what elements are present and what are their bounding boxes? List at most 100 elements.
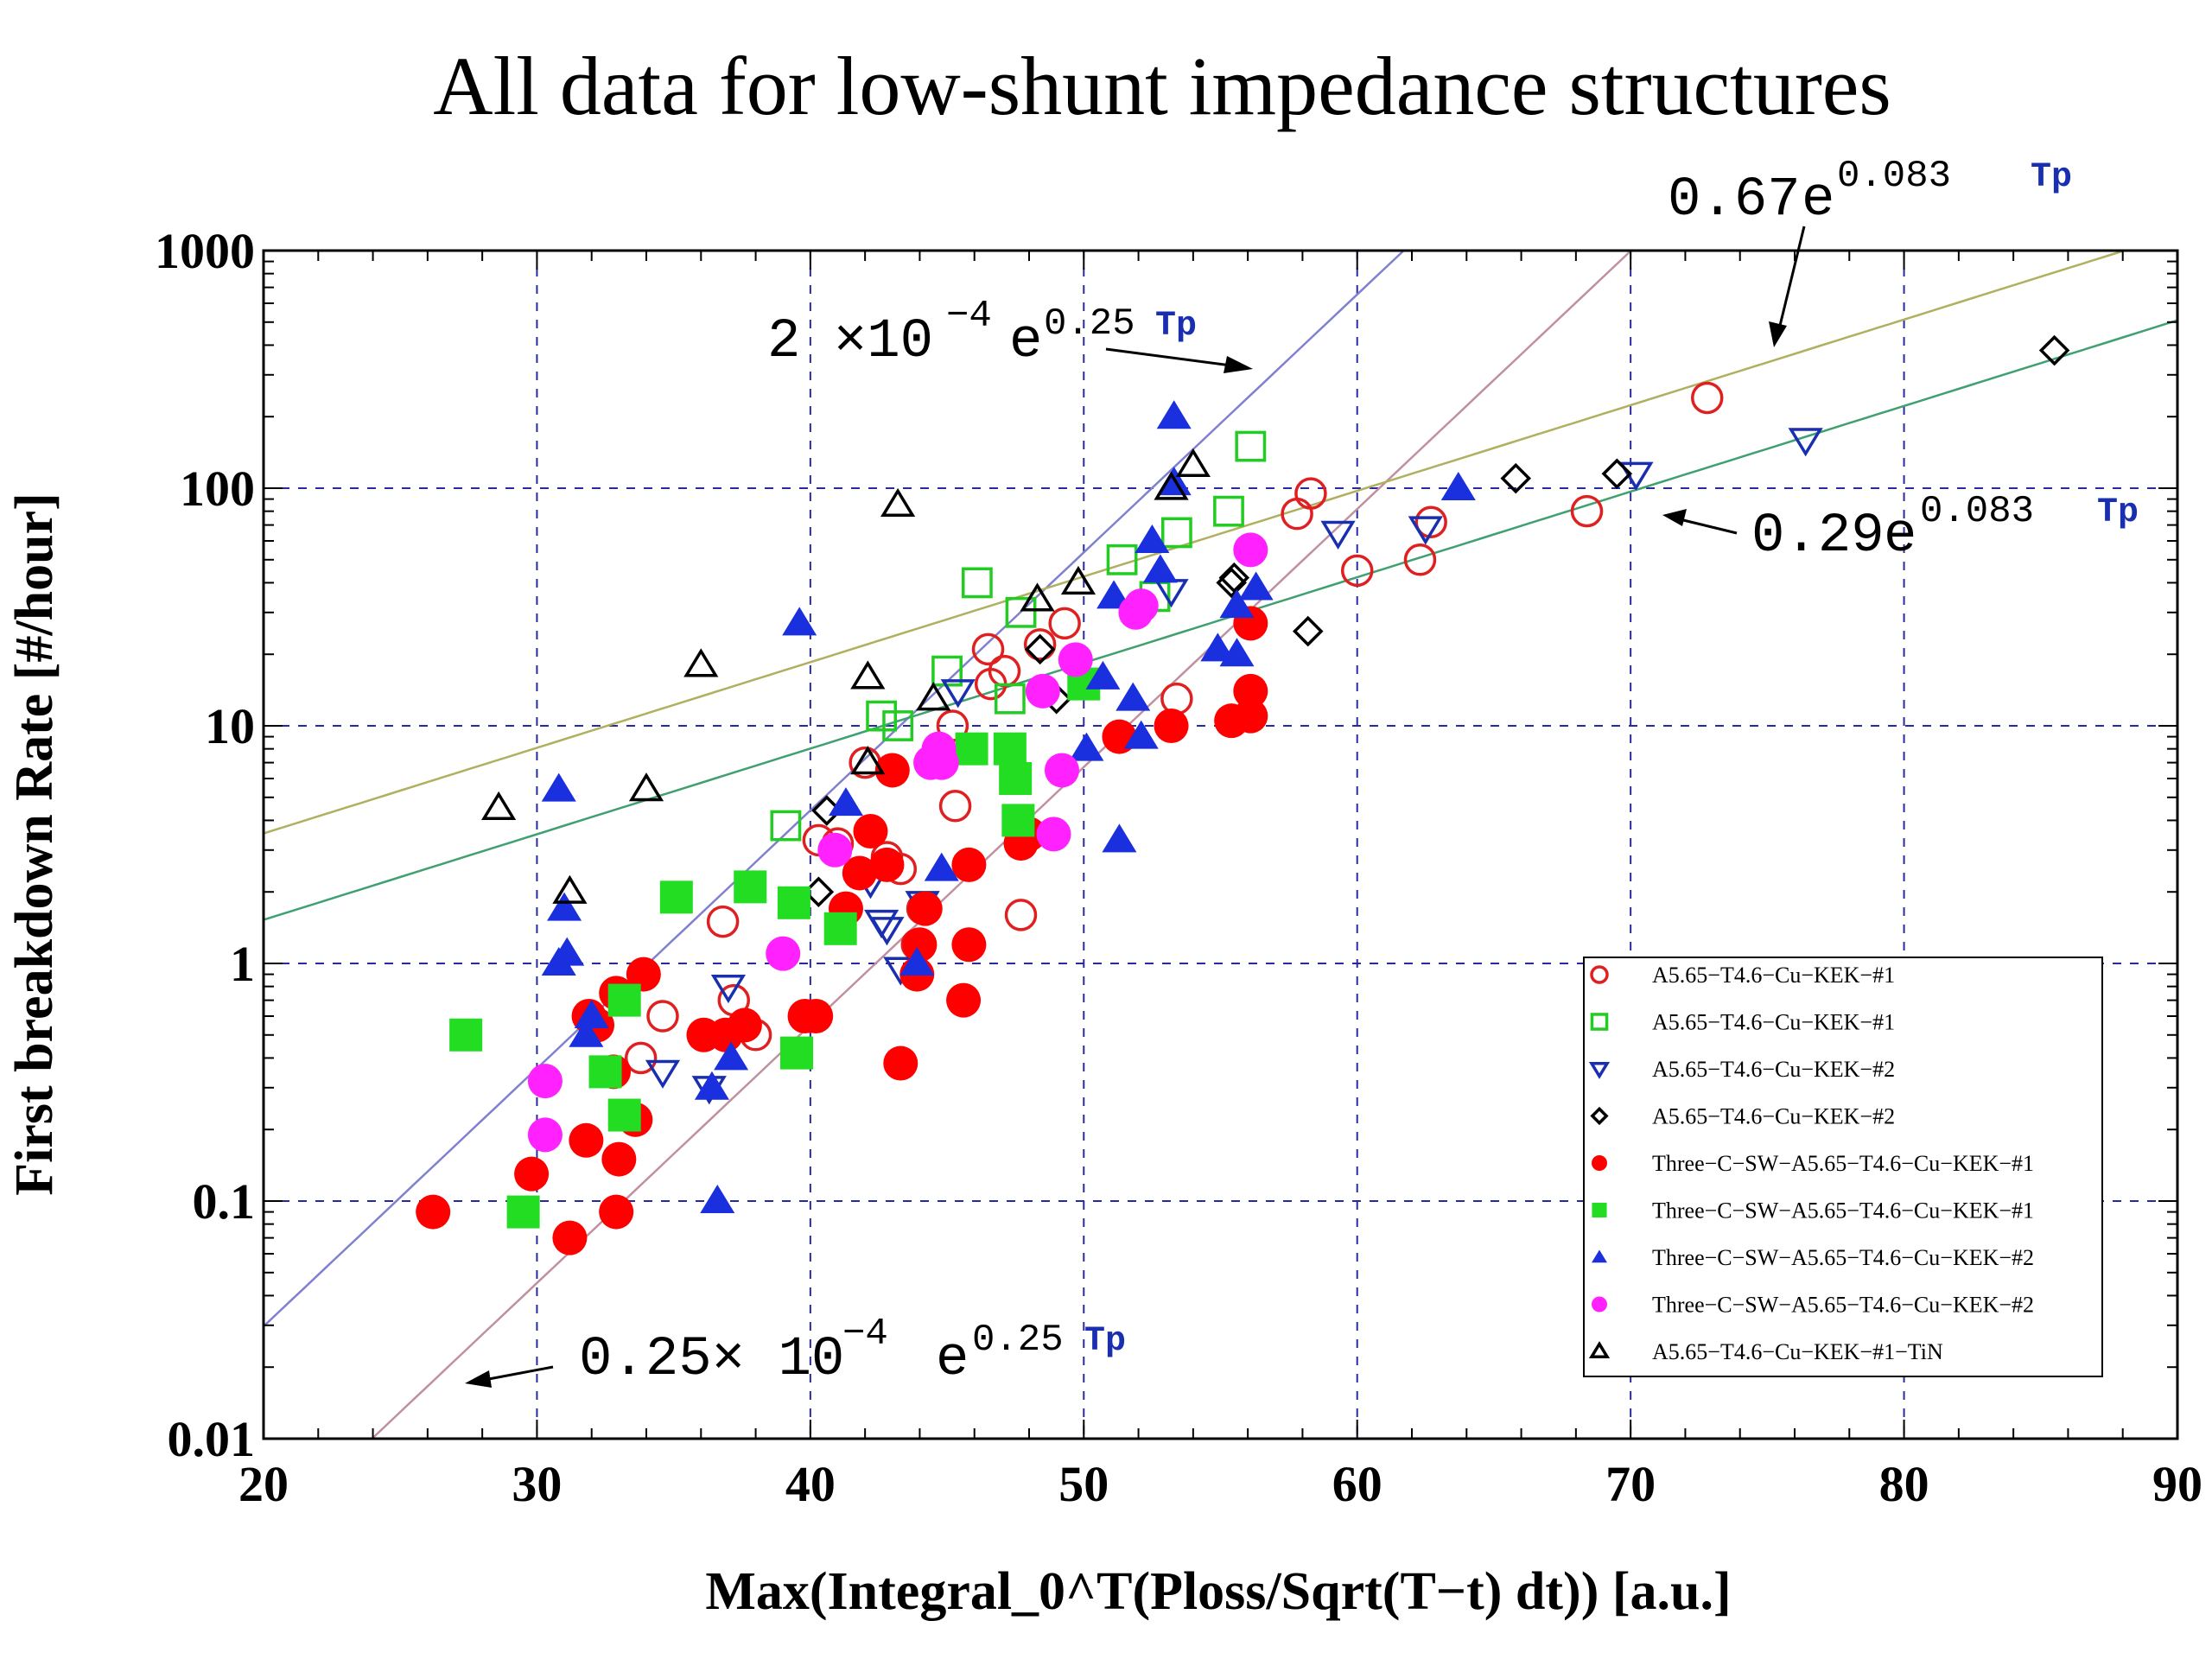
data-point — [1154, 709, 1189, 743]
data-point — [883, 1046, 918, 1081]
chart-title: All data for low-shunt impedance structu… — [433, 40, 1891, 132]
legend-label: A5.65−T4.6−Cu−KEK−#1 — [1652, 1010, 1895, 1035]
fit-arrowhead — [1769, 321, 1787, 347]
fit-label-e: e — [936, 1329, 969, 1391]
data-point — [951, 847, 987, 882]
x-tick-label: 80 — [1879, 1456, 1929, 1512]
y-axis-label: First breakdown Rate [#/hour] — [5, 493, 64, 1195]
data-point — [924, 852, 959, 881]
fit-label-exp: −4 — [842, 1313, 888, 1356]
data-point — [1160, 682, 1193, 715]
data-point — [527, 1064, 563, 1099]
data-point — [574, 1000, 609, 1029]
data-point — [1106, 543, 1138, 575]
data-point — [777, 886, 810, 919]
fit-arrow — [479, 1365, 554, 1382]
data-point — [798, 999, 834, 1034]
data-point — [1156, 400, 1192, 429]
data-point — [547, 892, 582, 921]
data-point — [714, 1041, 749, 1071]
data-point — [1216, 567, 1247, 599]
data-point — [850, 660, 886, 690]
data-point — [866, 700, 898, 732]
data-point — [1408, 516, 1443, 545]
data-point — [1340, 554, 1374, 588]
data-point — [550, 937, 585, 966]
fit-label-coef: 0.29 — [1751, 505, 1885, 568]
fit-label-tp: Tp — [2031, 158, 2072, 197]
data-point — [924, 745, 959, 780]
data-point — [1570, 494, 1604, 528]
data-point — [1690, 381, 1724, 415]
data-point — [527, 1117, 563, 1153]
data-point — [869, 917, 905, 946]
data-point — [569, 1122, 604, 1158]
fit-label-exp: −4 — [946, 295, 992, 338]
data-point — [1001, 804, 1035, 837]
data-point — [1123, 588, 1159, 624]
fit-label-tp: Tp — [1155, 307, 1197, 346]
data-point — [946, 982, 982, 1018]
data-point — [1023, 628, 1057, 661]
data-point — [514, 1156, 550, 1192]
fit-arrowhead — [1224, 356, 1253, 373]
data-point — [1414, 505, 1447, 538]
data-point — [916, 682, 951, 711]
legend-label: A5.65−T4.6−Cu−KEK−#1 — [1652, 963, 1895, 988]
data-point — [659, 880, 693, 914]
series-3 — [803, 334, 2070, 907]
data-point — [1004, 899, 1038, 931]
data-point — [1085, 660, 1121, 690]
data-point — [1058, 642, 1093, 677]
data-point — [842, 855, 877, 891]
fit-label-coef: 0.67 — [1668, 169, 1801, 232]
fit-arrow — [1675, 517, 1738, 535]
legend-marker — [1592, 1155, 1607, 1171]
data-point — [1218, 562, 1250, 594]
tick-labels: 20 30 40 50 60 70 80 90 0.01 0.1 1 10 100 1000 — [155, 223, 2202, 1512]
data-point — [853, 814, 888, 849]
fit-label-e: e — [1884, 505, 1916, 568]
series-7 — [527, 532, 1268, 1153]
data-point — [1102, 823, 1137, 853]
data-point — [999, 762, 1033, 796]
x-tick-label: 30 — [512, 1456, 562, 1512]
legend-label: Three−C−SW−A5.65−T4.6−Cu−KEK−#1 — [1652, 1151, 2034, 1176]
data-point — [1292, 615, 1324, 647]
data-point — [506, 1195, 540, 1229]
fit-arrow — [1105, 347, 1245, 369]
legend-marker — [1590, 1106, 1609, 1126]
x-tick-label: 40 — [785, 1456, 836, 1512]
fit-label-steep-lower: 0.25× 10 −4 e 0.25 Tp — [465, 1313, 1126, 1391]
data-point — [938, 789, 972, 823]
fit-line-2 — [264, 251, 2128, 835]
y-tick-label: 0.01 — [168, 1411, 256, 1467]
data-point — [828, 787, 863, 817]
y-tick-label: 10 — [205, 698, 255, 754]
data-point — [1281, 497, 1313, 531]
data-point — [569, 1018, 604, 1047]
data-point — [1116, 682, 1151, 711]
fit-label-e: e — [1802, 169, 1834, 232]
data-point — [599, 1194, 634, 1230]
data-point — [1069, 732, 1104, 761]
legend-label: Three−C−SW−A5.65−T4.6−Cu−KEK−#1 — [1652, 1198, 2034, 1224]
y-tick-label: 1 — [230, 936, 255, 992]
fit-label-steep-upper: 2 ×10 −4 e 0.25 Tp — [767, 295, 1253, 373]
data-point — [766, 936, 801, 971]
data-point — [874, 753, 910, 788]
data-point — [1020, 582, 1055, 612]
data-point — [899, 947, 935, 976]
data-point — [1024, 633, 1056, 665]
legend-marker — [1592, 1249, 1607, 1263]
data-point — [971, 632, 1005, 666]
fit-label-sup: 0.083 — [1920, 490, 2034, 533]
data-point — [880, 487, 916, 518]
data-point — [1788, 428, 1823, 457]
data-point — [541, 772, 576, 802]
minor-ticks — [263, 250, 2178, 1440]
fit-label-tp: Tp — [1084, 1322, 1126, 1361]
y-tick-label: 1000 — [155, 223, 255, 279]
fit-label-shallow-upper: 0.67 e 0.083 Tp — [1668, 155, 2072, 347]
data-point — [1618, 461, 1654, 491]
